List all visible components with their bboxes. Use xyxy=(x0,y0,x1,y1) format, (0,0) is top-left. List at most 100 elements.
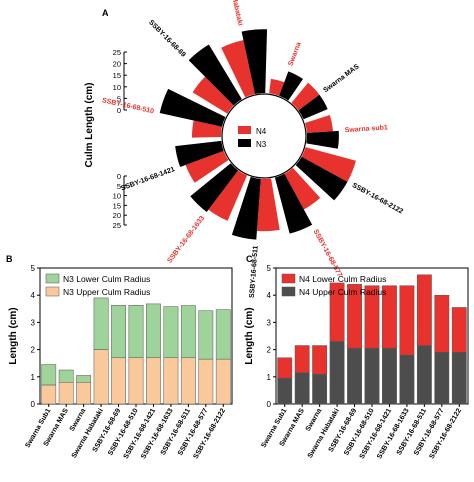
radial-tick-label-lower: 0 xyxy=(117,172,121,181)
panel-c-y-tick-label: 2 xyxy=(267,346,272,355)
radial-legend: N4 N3 xyxy=(238,126,267,149)
panel-b-bar-lower-swarna xyxy=(76,375,92,383)
radial-bar-n4-ssby-16-68-1633 xyxy=(208,170,248,221)
legend-label-n3: N3 xyxy=(256,140,267,149)
radial-bar-n3-swarna-habataki xyxy=(241,29,268,94)
panel-b-bar-lower-ssby-16-68-510 xyxy=(128,305,144,359)
radial-category-label-ssby-16-68-510: SSBY-16-68-510 xyxy=(101,97,154,115)
radial-category-label-swarna-mas: Swarna MAS xyxy=(322,63,360,94)
panel-b-bar-lower-ssby-16-68-577 xyxy=(198,310,214,360)
radial-bar-n4-swarna-habataki xyxy=(221,40,255,98)
panel-c-bar-lower-swarna-mas xyxy=(294,345,310,373)
panel-c-bar-upper-swarna-habataki xyxy=(329,341,345,405)
panel-b-y-tick-label: 5 xyxy=(31,264,36,273)
panel-c-bar-lower-swarna-habataki xyxy=(329,282,345,342)
radial-bar-n4-ssby-16-68-1421 xyxy=(185,150,229,183)
panel-c-bar-lower-swarna-sub1 xyxy=(277,357,293,379)
panel-label-a: A xyxy=(102,8,109,18)
panel-c-bar-upper-swarna xyxy=(312,373,328,405)
panel-c-x-tick-label-ssby-16-68-2122: SSBY-16-68-2122 xyxy=(429,407,464,460)
radial-bar-n4-swarna-mas xyxy=(291,82,320,111)
panel-b-bar-upper-ssby-16-68-1633 xyxy=(163,357,179,405)
radial-tick-label-lower: 10 xyxy=(113,192,121,201)
legend-label-n4: N4 xyxy=(256,127,267,136)
panel-c-bar-upper-ssby-16-68-511 xyxy=(416,345,432,405)
legend-swatch-n4 xyxy=(238,126,251,134)
radial-bar-n3-ssby-16-68-2122 xyxy=(295,156,348,201)
radial-bar-n3-swarna-mas xyxy=(298,94,328,120)
panel-b-bar-upper-swarna-sub1 xyxy=(41,384,57,405)
panel-c-legend-swatch-upper xyxy=(281,286,296,297)
radial-tick-label-upper: 15 xyxy=(113,71,121,80)
panel-b-y-tick-label: 3 xyxy=(31,318,36,327)
radial-bar-n4-ssby-16-68-2122 xyxy=(301,147,356,182)
panel-b-y-tick-label: 1 xyxy=(31,373,36,382)
radial-bar-n4-ssby-16-68-510 xyxy=(192,120,223,138)
radial-bar-n4-ssby-16-68-69 xyxy=(192,76,234,114)
panel-c-x-tick-label-ssby-16-68-1633: SSBY-16-68-1633 xyxy=(376,407,411,460)
panel-b-bar-upper-ssby-16-68-2122 xyxy=(215,358,231,405)
panel-c-bar-upper-ssby-16-68-69 xyxy=(347,347,362,405)
radial-category-label-ssby-16-68-1633: SSBY-16-68-1633 xyxy=(166,215,206,265)
panel-b-bar-upper-swarna-mas xyxy=(58,381,74,405)
panel-c-bar-lower-ssby-16-68-2122 xyxy=(451,307,467,353)
radial-category-label-ssby-16-68-511: SSBY-16-68-511 xyxy=(249,245,260,298)
panel-c-bar-lower-ssby-16-68-1633 xyxy=(399,285,415,356)
panel-c-bar-lower-ssby-16-68-1421 xyxy=(382,285,397,349)
panel-c-y-tick-label: 4 xyxy=(267,291,272,300)
radial-tick-label-upper: 20 xyxy=(113,60,121,69)
panel-b-y-tick-label: 0 xyxy=(31,400,36,409)
radial-category-label-swarna-sub1: Swarna sub1 xyxy=(344,124,388,134)
legend-swatch-n3 xyxy=(238,139,251,147)
radial-category-label-swarna: Swarna xyxy=(287,41,302,67)
radial-tick-label-upper: 25 xyxy=(113,48,121,57)
panel-c-bar-upper-ssby-16-68-1633 xyxy=(399,354,415,405)
panel-c-bar-upper-ssby-16-68-577 xyxy=(434,352,450,405)
panel-c-bar-lower-ssby-16-68-577 xyxy=(434,294,450,353)
panel-c-bar-upper-ssby-16-68-510 xyxy=(364,347,380,405)
panel-b-bar-upper-ssby-16-68-511 xyxy=(180,357,196,405)
panel-b-bar-lower-ssby-16-68-511 xyxy=(180,305,196,359)
radial-category-label-ssby-16-68-577: SSBY-16-68-577 xyxy=(312,229,343,279)
panel-c-x-tick-label-ssby-16-68-1421: SSBY-16-68-1421 xyxy=(359,407,394,460)
radial-tick-label-lower: 25 xyxy=(113,221,121,230)
panel-b-x-tick-label-swarna: Swarna xyxy=(69,407,88,432)
panel-b-bar-upper-ssby-16-68-577 xyxy=(198,358,214,405)
panel-c-y-tick-label: 3 xyxy=(267,318,272,327)
panel-b-bar-lower-ssby-16-68-1633 xyxy=(163,306,179,359)
radial-bar-n4-ssby-16-68-577 xyxy=(284,167,321,210)
radial-category-label-swarna-habataki: Swarna Habataki xyxy=(225,0,244,27)
panel-b-x-tick-label-ssby-16-68-2122: SSBY-16-68-2122 xyxy=(193,407,228,460)
radial-bar-n4-ssby-16-68-511 xyxy=(256,178,280,232)
panel-b-bar-lower-swarna-habataki xyxy=(93,297,109,350)
radial-bar-n3-ssby-16-68-1421 xyxy=(175,140,224,167)
panel-label-b: B xyxy=(6,254,13,264)
panel-b-bar-upper-swarna-habataki xyxy=(93,349,109,405)
radial-tick-label-upper: 0 xyxy=(117,106,121,115)
panel-c-y-tick-label: 1 xyxy=(267,373,272,382)
panel-c-bar-lower-swarna xyxy=(312,345,328,375)
panel-c-bar-upper-ssby-16-68-2122 xyxy=(451,352,467,405)
panel-b-bar-upper-ssby-16-68-510 xyxy=(128,357,144,405)
radial-bar-n3-ssby-16-68-577 xyxy=(274,173,313,234)
panel-c-bar-upper-swarna-mas xyxy=(294,372,310,405)
radial-bar-n3-ssby-16-68-1633 xyxy=(190,163,239,213)
panel-c-y-tick-label: 5 xyxy=(267,264,272,273)
panel-b-x-tick-label-ssby-16-68-1421: SSBY-16-68-1421 xyxy=(123,407,158,460)
panel-b-legend-label-upper: N3 Upper Culm Radius xyxy=(63,287,150,297)
panel-c-x-tick-label-swarna: Swarna xyxy=(305,407,324,432)
panel-c-bar-lower-ssby-16-68-510 xyxy=(364,285,380,349)
panel-b-legend-swatch-upper xyxy=(45,286,60,297)
panel-b-bar-lower-ssby-16-68-69 xyxy=(111,305,126,359)
radial-y-axis-label: Culm Length (cm) xyxy=(84,83,95,168)
radial-tick-label-upper: 5 xyxy=(117,94,121,103)
radial-tick-label-lower: 15 xyxy=(113,201,121,210)
radial-bar-n3-ssby-16-68-510 xyxy=(159,88,226,127)
panel-b-bar-upper-ssby-16-68-69 xyxy=(111,357,126,405)
radial-baseline-circle xyxy=(221,93,307,179)
panel-c-bar-lower-ssby-16-68-511 xyxy=(416,274,432,346)
